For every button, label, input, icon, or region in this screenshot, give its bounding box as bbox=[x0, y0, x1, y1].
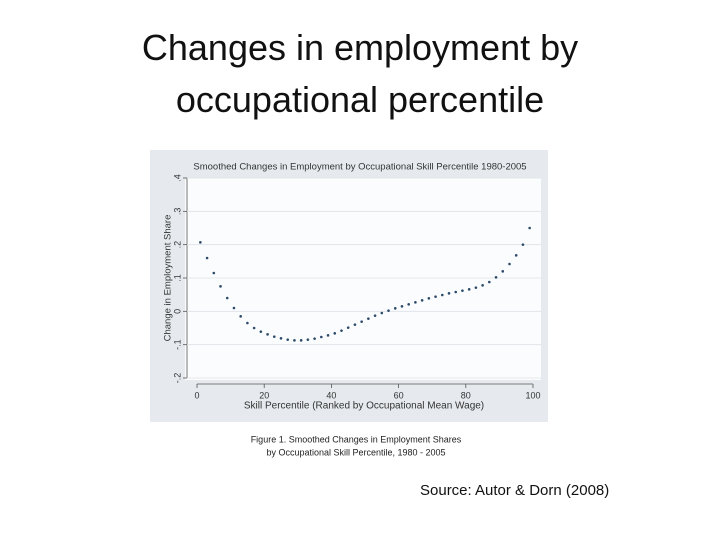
point bbox=[259, 330, 263, 333]
point bbox=[252, 326, 256, 330]
y-tick-label: -.2 bbox=[172, 373, 182, 384]
point bbox=[239, 315, 242, 318]
y-tick-label: .2 bbox=[172, 241, 182, 249]
point bbox=[380, 311, 384, 315]
point bbox=[326, 334, 330, 337]
point bbox=[346, 326, 350, 329]
plot-area bbox=[185, 178, 541, 380]
point bbox=[501, 270, 505, 273]
point bbox=[286, 338, 290, 341]
y-tick-label: .3 bbox=[172, 208, 182, 216]
point bbox=[393, 307, 397, 310]
point bbox=[420, 299, 424, 302]
point bbox=[494, 276, 498, 279]
y-tick-label: 0 bbox=[172, 309, 182, 314]
point bbox=[299, 339, 303, 342]
point bbox=[279, 337, 283, 340]
point bbox=[387, 309, 390, 312]
point bbox=[360, 320, 363, 323]
point bbox=[205, 256, 209, 260]
point bbox=[440, 293, 444, 297]
point bbox=[293, 339, 296, 342]
caption-line: by Occupational Skill Percentile, 1980 -… bbox=[266, 447, 445, 457]
x-tick-label: 40 bbox=[326, 390, 336, 400]
chart-title: Smoothed Changes in Employment by Occupa… bbox=[193, 162, 526, 173]
chart: Smoothed Changes in Employment by Occupa… bbox=[150, 150, 548, 457]
y-tick-label: -.1 bbox=[172, 339, 182, 350]
x-tick-label: 80 bbox=[461, 390, 471, 400]
x-axis-label: Skill Percentile (Ranked by Occupational… bbox=[244, 401, 484, 412]
source-note: Source: Autor & Dorn (2008) bbox=[420, 482, 610, 499]
point bbox=[454, 290, 458, 294]
y-axis-label: Change in Employment Share bbox=[163, 215, 174, 342]
point bbox=[320, 335, 323, 339]
point bbox=[340, 329, 343, 332]
point bbox=[528, 226, 531, 230]
point bbox=[427, 297, 431, 300]
y-tick-label: .1 bbox=[172, 274, 182, 282]
point bbox=[313, 337, 316, 340]
point bbox=[219, 285, 222, 288]
x-tick-label: 0 bbox=[194, 390, 199, 400]
point bbox=[481, 284, 484, 287]
point bbox=[488, 280, 491, 284]
x-tick-label: 60 bbox=[394, 390, 404, 400]
point bbox=[400, 305, 404, 308]
point bbox=[272, 335, 276, 338]
point bbox=[199, 241, 202, 244]
point bbox=[333, 332, 337, 335]
x-tick-label: 100 bbox=[525, 390, 540, 400]
slide-title: Changes in employment by occupational pe… bbox=[141, 27, 579, 120]
point bbox=[434, 295, 437, 298]
point bbox=[474, 286, 478, 289]
point bbox=[447, 292, 451, 295]
point bbox=[212, 271, 216, 275]
x-tick-label: 20 bbox=[259, 390, 269, 400]
point bbox=[246, 321, 249, 325]
point bbox=[467, 288, 471, 291]
point bbox=[414, 301, 417, 304]
point bbox=[232, 306, 236, 310]
point bbox=[407, 303, 410, 306]
point bbox=[225, 296, 229, 300]
caption-line: Figure 1. Smoothed Changes in Employment… bbox=[251, 434, 462, 444]
point bbox=[353, 323, 357, 326]
point bbox=[373, 314, 377, 317]
y-tick-label: .4 bbox=[172, 174, 182, 182]
point bbox=[508, 262, 511, 266]
point bbox=[461, 289, 464, 292]
point bbox=[521, 243, 525, 246]
point bbox=[306, 338, 310, 341]
point bbox=[266, 333, 269, 336]
point bbox=[367, 317, 370, 320]
point bbox=[514, 254, 518, 257]
